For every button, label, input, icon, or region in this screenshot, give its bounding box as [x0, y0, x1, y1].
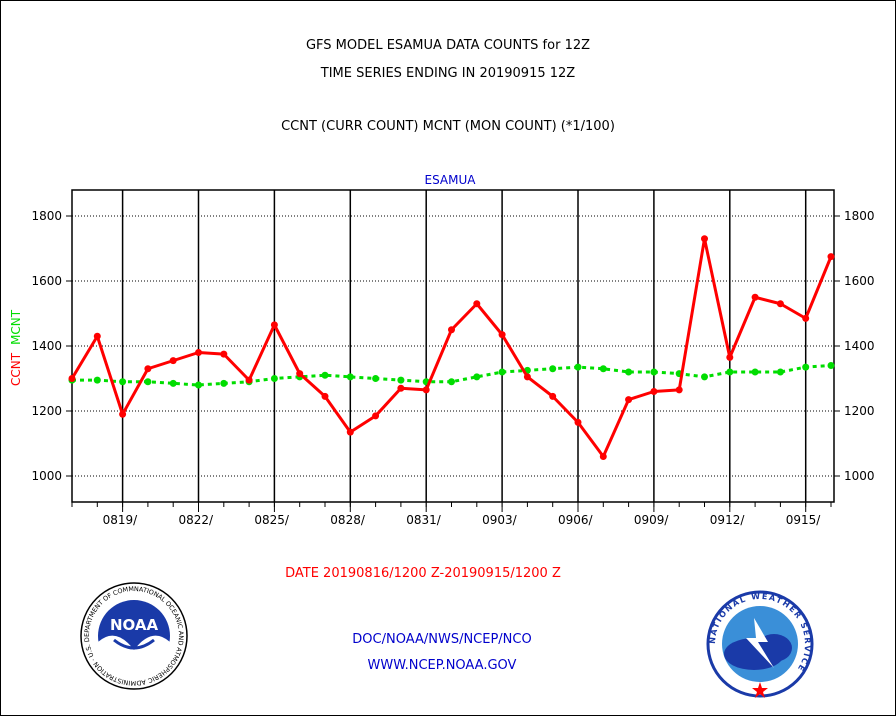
data-point-mcnt: [144, 378, 152, 386]
data-point-ccnt: [119, 410, 127, 418]
data-point-ccnt: [144, 365, 152, 373]
data-point-mcnt: [220, 379, 228, 387]
data-point-mcnt: [397, 376, 405, 384]
data-point-ccnt: [802, 314, 810, 322]
y-tick-label-right: 1800: [844, 209, 875, 223]
grid-lines: [72, 190, 834, 502]
data-point-ccnt: [195, 349, 202, 356]
noaa-logo-text: NOAA: [110, 616, 159, 634]
y-axis-label-text: CCNT MCNT: [9, 309, 23, 386]
y-tick-label-left: 1800: [31, 209, 62, 223]
x-tick-label: 0909/: [634, 513, 670, 527]
x-tick-label: 0906/: [558, 513, 594, 527]
data-point-ccnt: [321, 392, 329, 400]
y-tick-label-left: 1400: [31, 339, 62, 353]
data-point-mcnt: [802, 363, 810, 371]
data-point-ccnt: [169, 357, 177, 365]
data-point-ccnt: [220, 350, 228, 358]
data-point-ccnt: [93, 332, 101, 340]
data-point-mcnt: [701, 373, 708, 381]
y-tick-label-left: 1600: [31, 274, 62, 288]
data-point-mcnt: [650, 368, 658, 376]
axes: [66, 189, 840, 512]
data-point-ccnt: [397, 384, 405, 392]
data-point-mcnt: [119, 378, 127, 386]
plot-area-border: [71, 189, 835, 503]
y-axis-label: CCNT MCNT: [9, 309, 23, 386]
y-tick-label-right: 1600: [844, 274, 875, 288]
data-point-mcnt: [448, 378, 455, 386]
y-tick-label-right: 1000: [844, 469, 875, 483]
data-point-ccnt: [726, 353, 734, 361]
x-tick-label: 0828/: [330, 513, 366, 527]
data-point-ccnt: [270, 321, 278, 329]
data-point-ccnt: [574, 418, 582, 426]
data-point-mcnt: [574, 363, 582, 371]
y-tick-label-left: 1000: [31, 469, 62, 483]
data-point-mcnt: [321, 371, 329, 379]
data-point-ccnt: [549, 392, 557, 400]
chart-subtitle: CCNT (CURR COUNT) MCNT (MON COUNT) (*1/1…: [281, 119, 615, 134]
nws-logo: NATIONAL WEATHER SERVICE: [706, 590, 814, 698]
y-tick-label-left: 1200: [31, 404, 62, 418]
series-layer: [68, 235, 835, 460]
x-tick-label: 0903/: [482, 513, 518, 527]
data-point-ccnt: [776, 300, 784, 308]
data-point-mcnt: [751, 368, 759, 376]
data-point-mcnt: [498, 368, 506, 376]
data-point-ccnt: [245, 376, 253, 384]
chart-title-line2: TIME SERIES ENDING IN 20190915 12Z: [320, 66, 576, 81]
data-point-mcnt: [270, 375, 278, 382]
data-point-ccnt: [650, 388, 658, 395]
data-point-mcnt: [372, 375, 380, 382]
data-point-ccnt: [296, 370, 304, 378]
data-point-mcnt: [195, 381, 202, 389]
data-point-mcnt: [549, 365, 557, 373]
x-tick-label: 0822/: [179, 513, 215, 527]
plot-station-label: ESAMUA: [425, 173, 477, 187]
data-point-ccnt: [473, 300, 481, 308]
data-point-mcnt: [726, 368, 734, 376]
x-tick-label: 0912/: [710, 513, 746, 527]
data-point-ccnt: [68, 375, 76, 382]
data-point-mcnt: [625, 368, 633, 376]
data-point-ccnt: [422, 386, 430, 394]
data-point-mcnt: [346, 373, 354, 381]
data-point-ccnt: [599, 453, 607, 460]
footer-organization: DOC/NOAA/NWS/NCEP/NCO: [352, 632, 532, 647]
data-point-ccnt: [346, 428, 354, 436]
x-tick-label: 0819/: [103, 513, 139, 527]
data-point-ccnt: [827, 253, 835, 261]
data-point-mcnt: [473, 373, 481, 381]
data-point-mcnt: [169, 379, 177, 387]
tick-labels: 1000 1000 1200 1200 1400 1400 1600 1600 1800 1800…: [31, 209, 874, 527]
x-tick-label: 0825/: [254, 513, 290, 527]
chart-title-line1: GFS MODEL ESAMUA DATA COUNTS for 12Z: [305, 38, 591, 53]
data-point-ccnt: [675, 386, 683, 394]
data-point-ccnt: [751, 293, 759, 301]
data-point-mcnt: [827, 362, 835, 369]
data-point-ccnt: [523, 373, 531, 381]
noaa-logo: NOAA NATIONAL OCEANIC AND ATMOSPHERIC AD…: [80, 582, 188, 690]
series-line-ccnt: [70, 237, 833, 458]
data-point-mcnt: [93, 376, 101, 384]
data-point-ccnt: [372, 412, 380, 420]
date-range-label: DATE 20190816/1200 Z-20190915/1200 Z: [285, 566, 561, 581]
data-point-ccnt: [701, 235, 708, 243]
data-point-mcnt: [599, 365, 607, 373]
x-tick-label: 0915/: [786, 513, 822, 527]
y-axis-label-ccnt: CCNT: [9, 352, 23, 386]
x-tick-label: 0831/: [406, 513, 442, 527]
data-point-ccnt: [448, 326, 455, 334]
y-tick-label-right: 1400: [844, 339, 875, 353]
data-point-mcnt: [776, 368, 784, 376]
y-axis-label-mcnt: MCNT: [9, 309, 23, 345]
data-point-ccnt: [625, 396, 633, 404]
data-point-ccnt: [498, 331, 506, 339]
y-tick-label-right: 1200: [844, 404, 875, 418]
footer-url: WWW.NCEP.NOAA.GOV: [367, 658, 517, 673]
